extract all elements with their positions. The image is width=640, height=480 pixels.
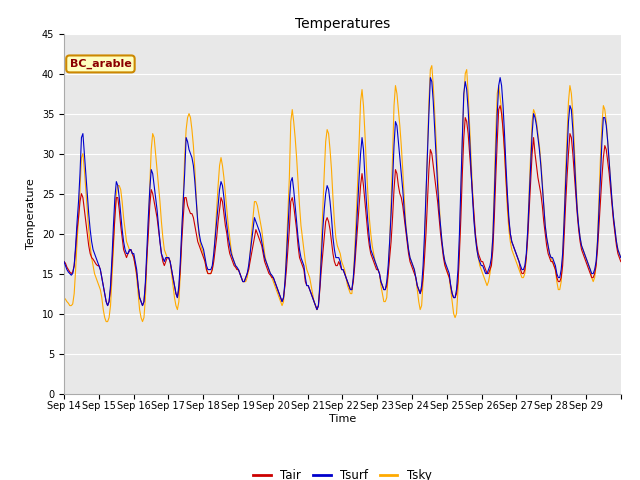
Legend: Tair, Tsurf, Tsky: Tair, Tsurf, Tsky [248,464,436,480]
Text: BC_arable: BC_arable [70,59,131,69]
X-axis label: Time: Time [329,414,356,424]
Y-axis label: Temperature: Temperature [26,178,36,249]
Title: Temperatures: Temperatures [295,17,390,31]
